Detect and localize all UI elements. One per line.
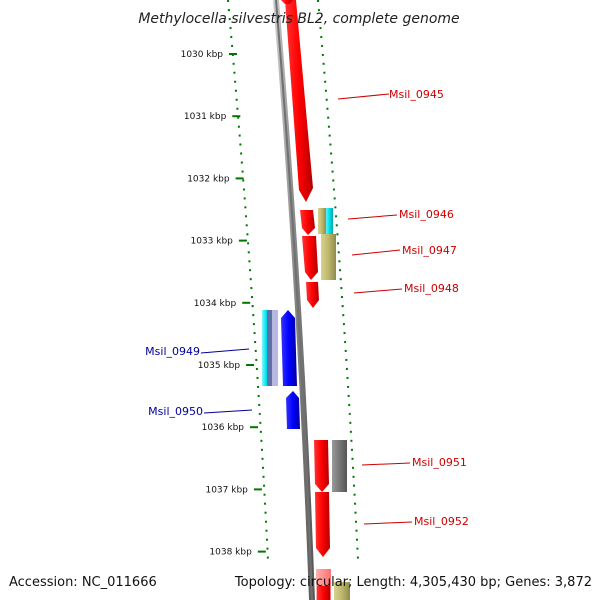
gene-msil-0952-arrow[interactable]: [315, 492, 330, 557]
ruler-tick-label: 1030 kbp: [181, 50, 224, 60]
ruler-tick-label: 1035 kbp: [198, 361, 241, 371]
gene-label-msil-0952[interactable]: Msil_0952: [414, 515, 469, 528]
feature-lavender[interactable]: [272, 310, 278, 386]
ruler-tick-label: 1034 kbp: [194, 299, 237, 309]
gene-msil-0949-arrow[interactable]: [281, 310, 297, 386]
feature-blue-slate[interactable]: [267, 310, 273, 386]
forward-genes: [281, 0, 331, 600]
gene-label-msil-0947[interactable]: Msil_0947: [402, 244, 457, 257]
gene-label-msil-0945[interactable]: Msil_0945: [389, 88, 444, 101]
gene-label-msil-0948[interactable]: Msil_0948: [404, 282, 459, 295]
gene-msil-0951-arrow[interactable]: [314, 440, 329, 492]
feature-gray-1[interactable]: [332, 440, 347, 492]
genome-backbone: [273, 0, 315, 600]
reverse-genes: [262, 310, 300, 429]
gene-msil-0945-arrow[interactable]: [285, 0, 313, 202]
gene-labels: Msil_0945 Msil_0946 Msil_0947 Msil_0948 …: [145, 88, 469, 528]
topology-text: Topology: circular; Length: 4,305,430 bp…: [234, 575, 592, 590]
feature-khaki-bottom[interactable]: [334, 582, 350, 600]
ruler-tick-label: 1033 kbp: [190, 237, 233, 247]
ruler-tick-label: 1031 kbp: [184, 112, 227, 122]
gene-msil-0945-top-arrow[interactable]: [281, 0, 293, 4]
label-leaders: [200, 93, 413, 525]
ruler-ticks: 1030 kbp 1031 kbp 1032 kbp 1033 kbp 1034 kbp…: [181, 50, 266, 558]
gene-msil-0947-arrow[interactable]: [302, 236, 318, 280]
gene-bottom-red[interactable]: [317, 586, 330, 600]
gene-msil-0950-arrow[interactable]: [286, 391, 300, 429]
ruler-tick-label: 1037 kbp: [205, 485, 248, 495]
map-title: Methylocella silvestris BL2, complete ge…: [138, 11, 459, 27]
ruler-tick-label: 1036 kbp: [202, 423, 245, 433]
feature-cyan-2[interactable]: [262, 310, 270, 386]
accession-text: Accession: NC_011666: [9, 575, 157, 590]
gene-label-msil-0950[interactable]: Msil_0950: [148, 405, 203, 418]
gene-label-msil-0951[interactable]: Msil_0951: [412, 456, 467, 469]
gene-msil-0946-arrow[interactable]: [300, 210, 315, 235]
ruler-tick-label: 1038 kbp: [209, 548, 252, 558]
feature-khaki-1[interactable]: [318, 208, 326, 234]
gene-msil-0948-arrow[interactable]: [306, 282, 319, 308]
feature-cyan-1[interactable]: [325, 208, 333, 234]
feature-khaki-2[interactable]: [321, 234, 336, 280]
gene-label-msil-0946[interactable]: Msil_0946: [399, 208, 454, 221]
ruler-tick-label: 1032 kbp: [187, 174, 230, 184]
forward-features: [318, 208, 350, 600]
gene-label-msil-0949[interactable]: Msil_0949: [145, 345, 200, 358]
feature-track-guides: [227, 0, 359, 561]
